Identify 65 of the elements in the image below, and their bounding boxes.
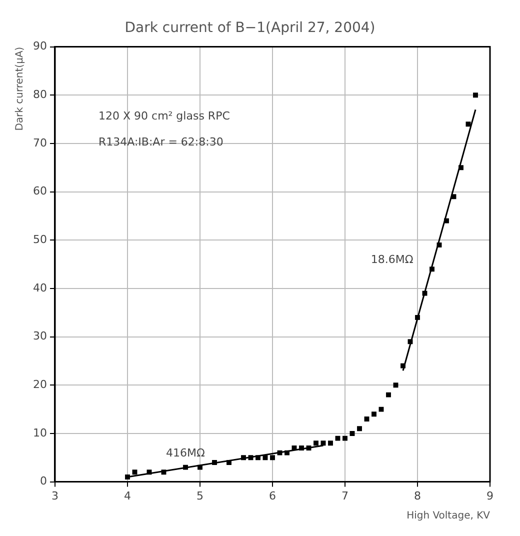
- point: [451, 194, 456, 200]
- point: [378, 406, 384, 412]
- y-tick-label: 50: [32, 232, 47, 246]
- point: [328, 440, 333, 446]
- y-tick-label: 0: [40, 474, 47, 488]
- point: [400, 363, 406, 368]
- point: [473, 92, 478, 98]
- point: [262, 455, 268, 460]
- point: [270, 455, 275, 460]
- point: [408, 339, 413, 344]
- y-tick-label: 60: [32, 184, 47, 198]
- x-axis-title: High Voltage, KV: [406, 510, 490, 522]
- x-tick-label: 4: [124, 489, 131, 502]
- annotation: 120 X 90 cm² glass RPC: [98, 109, 230, 122]
- point: [350, 430, 355, 436]
- x-tick-label: 7: [342, 489, 348, 502]
- x-tick-label: 6: [269, 489, 276, 502]
- y-tick-label: 10: [32, 426, 47, 440]
- point: [198, 464, 202, 470]
- point: [357, 426, 362, 432]
- annotation: 18.6MΩ: [370, 252, 414, 266]
- point: [226, 460, 232, 465]
- y-tick-label: 30: [32, 330, 47, 343]
- point: [314, 440, 318, 446]
- point: [364, 416, 370, 422]
- y-tick-label: 40: [32, 281, 47, 294]
- point: [306, 445, 312, 450]
- point: [415, 314, 420, 320]
- point: [436, 242, 442, 248]
- point: [335, 436, 340, 441]
- point: [372, 412, 376, 417]
- point: [320, 440, 326, 446]
- point: [466, 122, 471, 127]
- point: [430, 266, 434, 272]
- x-tick-label: 5: [196, 489, 204, 502]
- point: [299, 445, 304, 450]
- point: [342, 436, 348, 441]
- y-tick-label: 70: [32, 136, 47, 150]
- y-tick-label: 90: [32, 40, 47, 53]
- x-tick-label: 9: [486, 489, 494, 502]
- point: [422, 290, 428, 296]
- point: [241, 455, 246, 460]
- point: [256, 455, 260, 460]
- point: [277, 450, 282, 456]
- point: [183, 464, 188, 470]
- annotation: 416MΩ: [166, 446, 205, 460]
- y-tick-label: 20: [32, 378, 47, 391]
- y-axis-title: Dark current(μA): [14, 46, 26, 131]
- y-tick-label: 80: [32, 88, 47, 101]
- point: [444, 218, 449, 224]
- point: [132, 470, 138, 475]
- chart-title: Dark current of B−1(April 27, 2004): [124, 20, 376, 36]
- annotation: R134A:IB:Ar = 62:8:30: [98, 135, 224, 148]
- point: [212, 460, 217, 465]
- x-tick-label: 3: [51, 489, 58, 502]
- point: [284, 450, 290, 456]
- point: [386, 392, 391, 398]
- point: [125, 474, 130, 480]
- point: [292, 445, 297, 450]
- x-tick-label: 8: [414, 489, 421, 502]
- point: [146, 470, 152, 475]
- point: [161, 470, 166, 475]
- point: [248, 455, 254, 460]
- point: [393, 382, 398, 388]
- point: [458, 165, 464, 170]
